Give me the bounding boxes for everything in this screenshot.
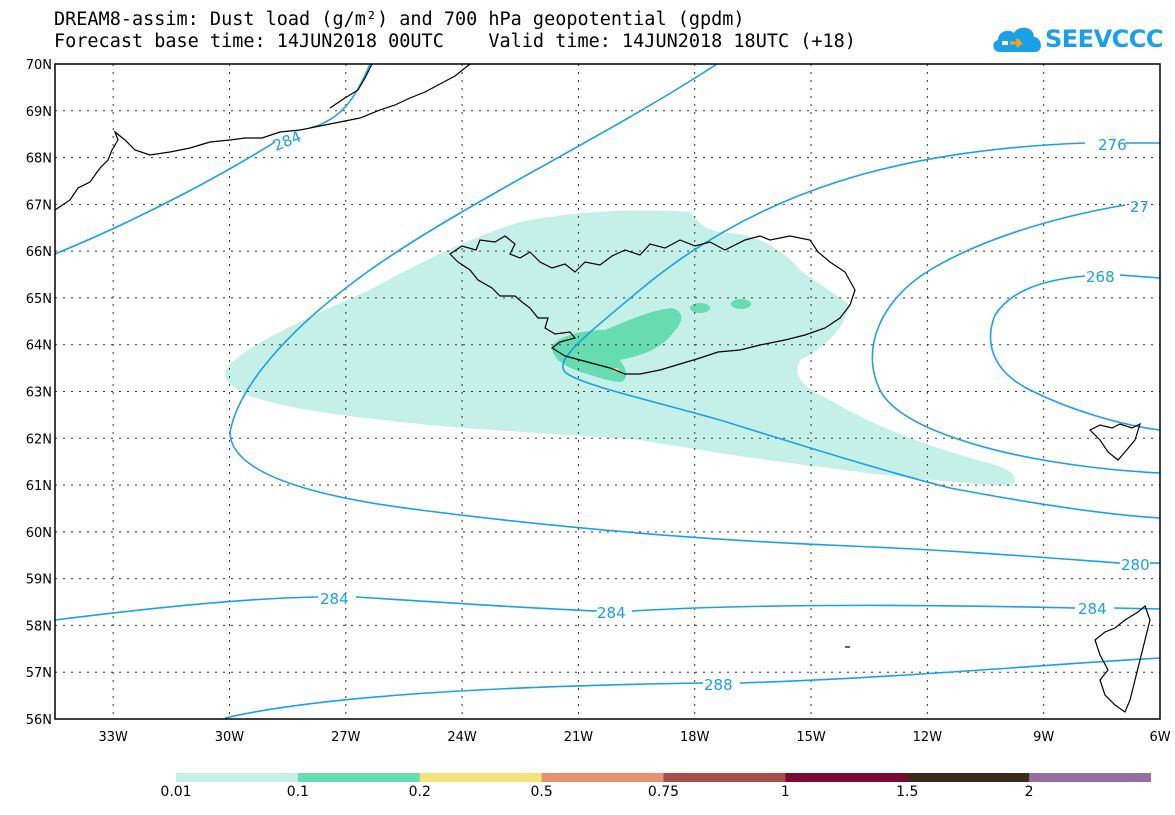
- contour-label: 27: [1130, 198, 1149, 216]
- latitude-label: 65N: [26, 292, 52, 307]
- latitude-label: 68N: [26, 152, 52, 167]
- contour-line: [309, 63, 371, 129]
- longitude-label: 18W: [680, 730, 710, 745]
- contour-label: 284: [597, 604, 626, 622]
- colorbar-label: 2: [1024, 784, 1034, 800]
- latitude-label: 62N: [26, 432, 52, 447]
- contour-line: [355, 596, 598, 612]
- colorbar-label: 0.2: [408, 784, 431, 800]
- colorbar-segment: [907, 773, 1030, 782]
- colorbar-segment: [1029, 773, 1151, 782]
- colorbar-segment: [419, 773, 543, 782]
- map-subtitle: Forecast base time: 14JUN2018 00UTC Vali…: [54, 31, 856, 52]
- coastlines: [54, 63, 1151, 713]
- colorbar-label: 0.75: [647, 784, 680, 800]
- longitude-label: 24W: [447, 730, 477, 745]
- contour-label: 288: [704, 676, 733, 694]
- logo-text: SEEVCCC: [1045, 25, 1164, 53]
- map-frame: [54, 63, 1161, 720]
- latitude-label: 59N: [26, 573, 52, 588]
- latitude-label: 63N: [26, 386, 52, 401]
- greenland-coastline: [54, 63, 471, 211]
- contour-line: [54, 596, 319, 621]
- dust-spot-medium: [731, 299, 751, 309]
- contour-label: 280: [1121, 556, 1150, 574]
- colorbar-segment: [785, 773, 908, 782]
- colorbar-segment: [663, 773, 786, 782]
- map-title: DREAM8-assim: Dust load (g/m²) and 700 h…: [54, 9, 745, 30]
- colorbar-label: 0.1: [286, 784, 310, 800]
- latitude-label: 67N: [26, 198, 52, 213]
- contour-line: [739, 657, 1161, 684]
- scotland-coastline: [1094, 604, 1151, 713]
- seevccc-logo: SEEVCCC: [990, 22, 1164, 58]
- faroe-norway-coastline: [1088, 422, 1141, 461]
- longitude-label: 12W: [913, 730, 943, 745]
- contour-labels: 284 276 27 268 280 284 284 284 288: [271, 127, 1150, 694]
- colorbar-label: 1.5: [896, 784, 919, 800]
- longitude-label: 21W: [564, 730, 594, 745]
- latitude-label: 69N: [26, 105, 52, 120]
- latitude-label: 57N: [26, 666, 52, 681]
- iceland-coastline: [449, 235, 856, 375]
- longitude-label: 9W: [1033, 730, 1054, 745]
- colorbar: [176, 773, 1151, 782]
- latitude-label: 56N: [26, 713, 52, 728]
- colorbar-label: 0.01: [160, 784, 192, 800]
- longitude-label: 30W: [215, 730, 245, 745]
- longitude-label: 15W: [796, 730, 826, 745]
- geopotential-contours: [54, 63, 1161, 719]
- latitude-label: 60N: [26, 526, 52, 541]
- latitude-label: 66N: [26, 245, 52, 260]
- latitude-label: 61N: [26, 479, 52, 494]
- contour-line: [1119, 274, 1161, 279]
- colorbar-segment: [297, 773, 421, 782]
- contour-line: [631, 604, 1076, 612]
- contour-line: [229, 63, 1121, 564]
- contour-line: [224, 682, 704, 719]
- colorbar-label: 0.5: [530, 784, 553, 800]
- longitude-label: 33W: [98, 730, 128, 745]
- colorbar-segment: [176, 773, 299, 782]
- contour-label: 276: [1098, 136, 1127, 154]
- cloud-icon: [993, 27, 1041, 52]
- contour-line: [989, 275, 1161, 431]
- contour-line: [54, 141, 276, 255]
- colorbar-label: 1: [780, 784, 790, 800]
- latitude-label: 58N: [26, 619, 52, 634]
- latitude-label: 70N: [26, 58, 52, 73]
- longitude-label: 6W: [1149, 730, 1170, 745]
- colorbar-segment: [541, 773, 664, 782]
- latitude-labels: 70N 69N 68N 67N 66N 65N 64N 63N 62N 61N 60N 59N 58N 5…: [26, 58, 52, 728]
- contour-label: 284: [1078, 600, 1107, 618]
- contour-label: 284: [320, 590, 349, 608]
- contour-line: [1113, 607, 1161, 610]
- dust-spot-medium: [690, 303, 710, 313]
- latitude-label: 64N: [26, 339, 52, 354]
- contour-line: [562, 142, 1161, 519]
- greenland-coastline: [329, 63, 373, 109]
- longitude-labels: 33W 30W 27W 24W 21W 18W 15W 12W 9W 6W: [98, 730, 1170, 745]
- longitude-label: 27W: [331, 730, 361, 745]
- contour-line: [871, 204, 1161, 474]
- contour-label: 268: [1086, 268, 1115, 286]
